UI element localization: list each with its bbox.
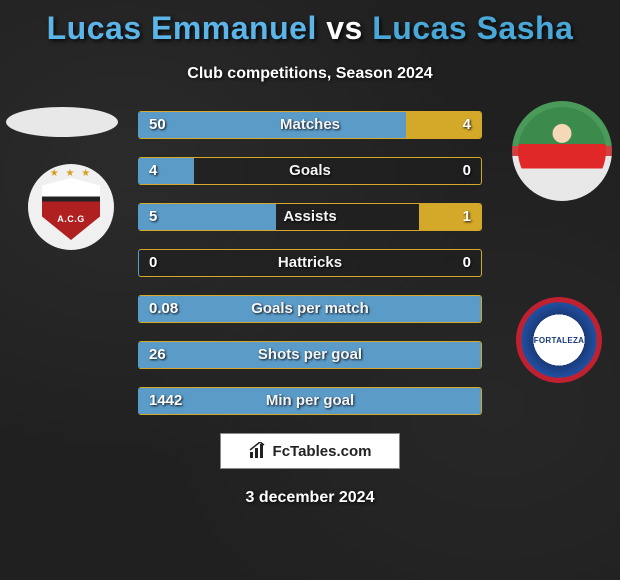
stat-bar: Matches50 4 [138, 111, 482, 139]
badge-right-text: FORTALEZA [534, 336, 585, 345]
player1-club-badge: ★ ★ ★ [28, 164, 114, 250]
stat-bar: Goals4 0 [138, 157, 482, 185]
branding-box: FcTables.com [220, 433, 400, 469]
badge-stars-icon: ★ ★ ★ [28, 168, 114, 179]
stat-bar: Goals per match0.08 [138, 295, 482, 323]
player1-avatar [6, 107, 118, 137]
player2-club-badge: FORTALEZA [516, 297, 602, 383]
stat-label: Goals per match [139, 296, 481, 322]
stat-label: Min per goal [139, 388, 481, 414]
page-title: Lucas Emmanuel vs Lucas Sasha [0, 0, 620, 47]
branding-text: FcTables.com [273, 443, 372, 460]
stat-value-left: 26 [149, 342, 166, 368]
stat-bar: Shots per goal26 [138, 341, 482, 369]
date-text: 3 december 2024 [0, 489, 620, 507]
stat-label: Assists [139, 204, 481, 230]
vs-text: vs [326, 10, 363, 46]
stat-value-left: 0 [149, 250, 157, 276]
stat-value-left: 5 [149, 204, 157, 230]
stat-label: Matches [139, 112, 481, 138]
stat-label: Hattricks [139, 250, 481, 276]
player1-name: Lucas Emmanuel [47, 10, 317, 46]
stat-value-right: 1 [463, 204, 471, 230]
stat-bar: Assists5 1 [138, 203, 482, 231]
subtitle: Club competitions, Season 2024 [0, 65, 620, 83]
stat-value-right: 0 [463, 250, 471, 276]
stat-label: Goals [139, 158, 481, 184]
branding-chart-icon [249, 442, 267, 460]
stat-value-left: 0.08 [149, 296, 178, 322]
stat-value-left: 4 [149, 158, 157, 184]
player2-name: Lucas Sasha [372, 10, 573, 46]
stat-bars: Matches504Goals40Assists51Hattricks00Goa… [138, 111, 482, 415]
stat-bar: Hattricks0 0 [138, 249, 482, 277]
stat-bar: Min per goal1442 [138, 387, 482, 415]
comparison-area: ★ ★ ★ FORTALEZA Matches504Goals40Assists… [0, 111, 620, 415]
stat-value-left: 1442 [149, 388, 182, 414]
stat-value-left: 50 [149, 112, 166, 138]
player2-avatar [512, 101, 612, 201]
stat-value-right: 0 [463, 158, 471, 184]
stat-value-right: 4 [463, 112, 471, 138]
stat-label: Shots per goal [139, 342, 481, 368]
